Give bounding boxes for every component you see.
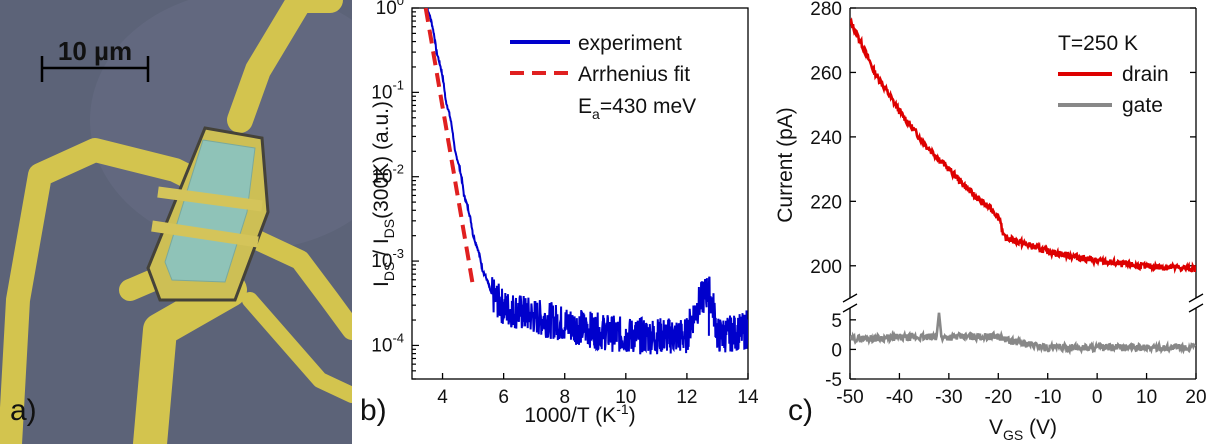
legend-label-experiment: experiment — [578, 32, 682, 55]
c-xtick-label-1: -40 — [886, 387, 913, 408]
electrode-right-bottom — [242, 292, 352, 403]
panel-c-ylabel: Current (pA) — [774, 107, 797, 223]
panel-b-label: b) — [360, 394, 387, 427]
series-drain — [850, 17, 1196, 274]
c-xtick-label-3: -20 — [985, 387, 1012, 408]
c-lower-ytick-label-1: 0 — [831, 340, 842, 361]
axis-break-marks — [842, 293, 1204, 313]
c-upper-ytick-label-4: 280 — [810, 0, 842, 20]
legend-label-arrhenius: Arrhenius fit — [578, 63, 690, 86]
b-xtick-label-4: 4 — [437, 387, 448, 408]
b-xtick-label-10: 10 — [615, 387, 636, 408]
b-ytick-label-0: 100 — [376, 0, 404, 19]
b-ytick-label-4: 10-4 — [371, 330, 404, 356]
c-xtick-label-5: 0 — [1092, 387, 1103, 408]
electrode-right — [230, 222, 352, 340]
series-experiment — [426, 8, 748, 355]
flake-channel — [164, 139, 256, 283]
c-xtick-label-2: -30 — [935, 387, 962, 408]
panel-c-label: c) — [788, 394, 813, 427]
gold-electrodes — [0, 0, 352, 444]
panel-c-chart: -50 -40 -30 -20 -10 0 10 20200220240260280-505 … — [774, 0, 1207, 443]
panel-b-xlabel: 1000/T (K-1) — [524, 401, 635, 427]
c-upper-ytick-label-1: 220 — [810, 192, 842, 213]
legend-title-temperature: T=250 K — [1058, 32, 1138, 55]
b-ytick-label-1: 10-1 — [371, 77, 404, 103]
series-gate — [850, 312, 1196, 356]
flake-stripes — [151, 186, 263, 248]
micrograph-shade — [90, 0, 352, 250]
electrode-left — [0, 138, 227, 444]
c-upper-ytick-label-2: 240 — [810, 128, 842, 149]
c-upper-ytick-label-3: 260 — [810, 63, 842, 84]
micrograph-panel: 10 µm a) — [0, 0, 352, 444]
legend-label-gate: gate — [1122, 94, 1163, 117]
c-lower-ytick-label-0: -5 — [825, 370, 842, 391]
scale-bar-label: 10 µm — [58, 36, 132, 66]
scale-bar — [40, 56, 150, 82]
c-xtick-label-0: -50 — [836, 387, 863, 408]
panel-c-upper-frame — [849, 7, 1197, 298]
panel-c-legend: T=250 K drain gate — [1058, 32, 1169, 117]
activation-energy-annotation: Ea=430 meV — [578, 95, 696, 122]
c-xtick-label-6: 10 — [1136, 387, 1157, 408]
electrode-bottom — [133, 273, 247, 444]
b-xtick-label-8: 8 — [559, 387, 570, 408]
panel-a-label: a) — [10, 394, 37, 427]
c-upper-ytick-label-0: 200 — [810, 257, 842, 278]
series-arrhenius-fit — [423, 8, 476, 287]
panel-c-xlabel: VGS (V) — [989, 416, 1057, 443]
legend-label-drain: drain — [1122, 63, 1169, 86]
c-xtick-label-7: 20 — [1185, 387, 1206, 408]
c-lower-ytick-label-2: 5 — [831, 311, 842, 332]
c-xtick-label-4: -10 — [1034, 387, 1061, 408]
panel-b-frame — [411, 7, 749, 380]
b-xtick-label-12: 12 — [676, 387, 697, 408]
panel-b-ylabel: IDS / IDS(300K) (a.u.) — [370, 101, 397, 287]
b-xtick-label-6: 6 — [498, 387, 509, 408]
panel-b-legend: experiment Arrhenius fit Ea=430 meV — [510, 32, 696, 122]
electrode-top — [227, 0, 343, 133]
b-xtick-label-14: 14 — [737, 387, 759, 408]
